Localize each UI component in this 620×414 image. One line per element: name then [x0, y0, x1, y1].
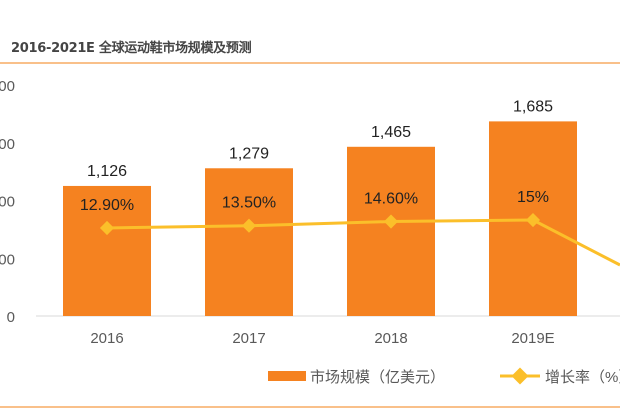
- x-tick-label: 2016: [90, 330, 123, 347]
- growth-rate-label: 12.90%: [80, 197, 134, 214]
- y-tick-label: 0: [7, 309, 15, 326]
- chart-title: 2016-2021E 全球运动鞋市场规模及预测: [11, 41, 252, 56]
- y-tick-label: 1000: [0, 194, 15, 211]
- growth-rate-point: [241, 218, 257, 233]
- legend-bar-label: 市场规模（亿美元）: [310, 369, 445, 386]
- top-divider: [0, 62, 620, 64]
- x-tick-label: 2019E: [511, 330, 554, 347]
- growth-rate-label: 15%: [517, 189, 549, 206]
- x-tick-label: 2018: [374, 330, 407, 347]
- y-tick-label: 1500: [0, 136, 15, 153]
- growth-rate-point: [383, 214, 399, 229]
- bar-value-label: 1,465: [371, 124, 411, 141]
- legend-diamond-icon: [511, 367, 529, 385]
- bar-2016: [63, 185, 151, 316]
- y-tick-label: 500: [0, 251, 15, 268]
- legend-bar-swatch: [268, 371, 306, 381]
- y-tick-label: 2000: [0, 78, 15, 95]
- bar-value-label: 1,126: [87, 163, 127, 180]
- bar-value-label: 1,685: [513, 98, 553, 115]
- bar-2018: [347, 146, 435, 316]
- bottom-divider: [0, 406, 620, 408]
- growth-rate-label: 14.60%: [364, 191, 418, 208]
- bar-value-label: 1,279: [229, 145, 269, 162]
- growth-rate-point: [525, 212, 541, 228]
- bar-2017: [205, 168, 293, 316]
- legend-line-label: 增长率（%）: [545, 369, 620, 386]
- x-tick-label: 2017: [232, 330, 265, 347]
- growth-rate-label: 13.50%: [222, 195, 276, 212]
